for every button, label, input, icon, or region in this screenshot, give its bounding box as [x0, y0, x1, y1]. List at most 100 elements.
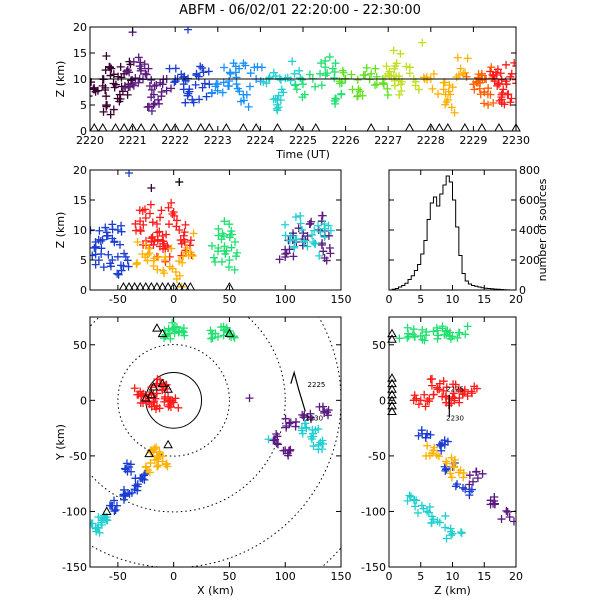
source-marker [453, 480, 462, 489]
source-marker [423, 441, 432, 450]
station-marker [148, 381, 159, 391]
source-marker [136, 227, 145, 236]
source-marker [441, 465, 450, 474]
x-z-projection-marks [90, 170, 335, 290]
source-marker [136, 66, 145, 75]
source-marker [133, 258, 142, 267]
source-marker [505, 513, 514, 521]
x-tick-label: -50 [109, 570, 127, 583]
x-tick-label: 2222 [161, 134, 189, 147]
source-marker [207, 334, 216, 343]
source-marker [440, 78, 449, 87]
source-marker [154, 461, 163, 470]
data-series [259, 57, 305, 115]
source-marker [134, 53, 143, 62]
source-marker [121, 491, 130, 500]
data-series [207, 59, 266, 111]
source-marker [463, 54, 472, 63]
source-marker [370, 81, 379, 90]
y-tick-label: -50 [69, 450, 87, 463]
source-marker [91, 242, 100, 251]
source-marker [167, 84, 176, 93]
source-marker [199, 68, 208, 77]
station-marker [129, 281, 140, 291]
source-marker [226, 69, 235, 78]
source-marker [306, 409, 315, 418]
source-marker [147, 184, 156, 192]
source-marker [347, 70, 356, 79]
source-marker [264, 435, 273, 444]
station-marker [157, 378, 168, 388]
source-marker [310, 226, 319, 235]
source-marker [153, 265, 162, 274]
source-marker [111, 80, 120, 89]
source-marker [117, 227, 126, 236]
x-tick-label: 2230 [502, 134, 530, 147]
data-series [90, 419, 327, 537]
source-marker [432, 451, 441, 460]
source-marker [175, 178, 184, 186]
y-axis-label: Y (km) [54, 424, 67, 461]
source-marker [141, 463, 150, 472]
source-marker [183, 91, 192, 100]
source-marker [472, 384, 481, 393]
source-marker [217, 257, 226, 266]
source-marker [497, 515, 506, 524]
y-axis-label: Z (km) [54, 61, 67, 98]
source-marker [121, 83, 130, 92]
station-marker [146, 281, 157, 291]
x-tick-label: 2229 [459, 134, 487, 147]
source-marker [455, 328, 464, 337]
station-marker [152, 323, 162, 332]
source-marker [281, 252, 290, 261]
source-marker [465, 471, 474, 480]
x-tick-label: 150 [331, 570, 352, 583]
source-marker [110, 237, 119, 246]
source-marker [220, 242, 229, 251]
source-marker [273, 440, 282, 449]
time-height-panel: 2220 2221 2222 2223 2224 2225 2226 2227 2228 2229… [54, 21, 530, 161]
station-marker [387, 334, 397, 343]
source-marker [178, 326, 187, 335]
source-marker [495, 96, 504, 105]
source-marker [131, 481, 140, 490]
source-marker [472, 78, 481, 87]
source-marker [418, 38, 427, 47]
source-marker [107, 501, 116, 510]
source-marker [465, 480, 474, 489]
panel-frame [89, 316, 342, 568]
source-marker [456, 64, 465, 73]
source-marker [291, 422, 300, 431]
source-marker [507, 69, 516, 78]
source-marker [110, 507, 119, 516]
source-marker [106, 63, 115, 72]
source-marker [157, 92, 166, 101]
source-marker [320, 220, 329, 228]
source-marker [338, 66, 347, 75]
station-marker [442, 122, 453, 132]
source-marker [382, 62, 391, 71]
station-marker [387, 400, 397, 410]
x-tick-label: 50 [222, 293, 236, 306]
source-marker [421, 402, 430, 411]
source-marker [429, 515, 438, 524]
source-marker [120, 490, 129, 499]
track-label: 2230 [446, 414, 464, 422]
y-tick-label: 0 [80, 394, 87, 407]
source-marker [229, 59, 238, 68]
source-marker [101, 83, 110, 92]
source-marker [131, 474, 140, 483]
source-marker [392, 59, 401, 68]
y-tick-label: 5 [80, 254, 87, 267]
source-marker [306, 219, 315, 228]
data-series [419, 53, 472, 117]
source-marker [507, 94, 516, 103]
source-marker [142, 70, 151, 79]
source-marker [161, 460, 170, 469]
source-marker [225, 220, 234, 229]
source-marker [430, 443, 439, 452]
source-marker [455, 398, 464, 407]
source-marker [138, 474, 147, 483]
source-marker [184, 251, 193, 260]
